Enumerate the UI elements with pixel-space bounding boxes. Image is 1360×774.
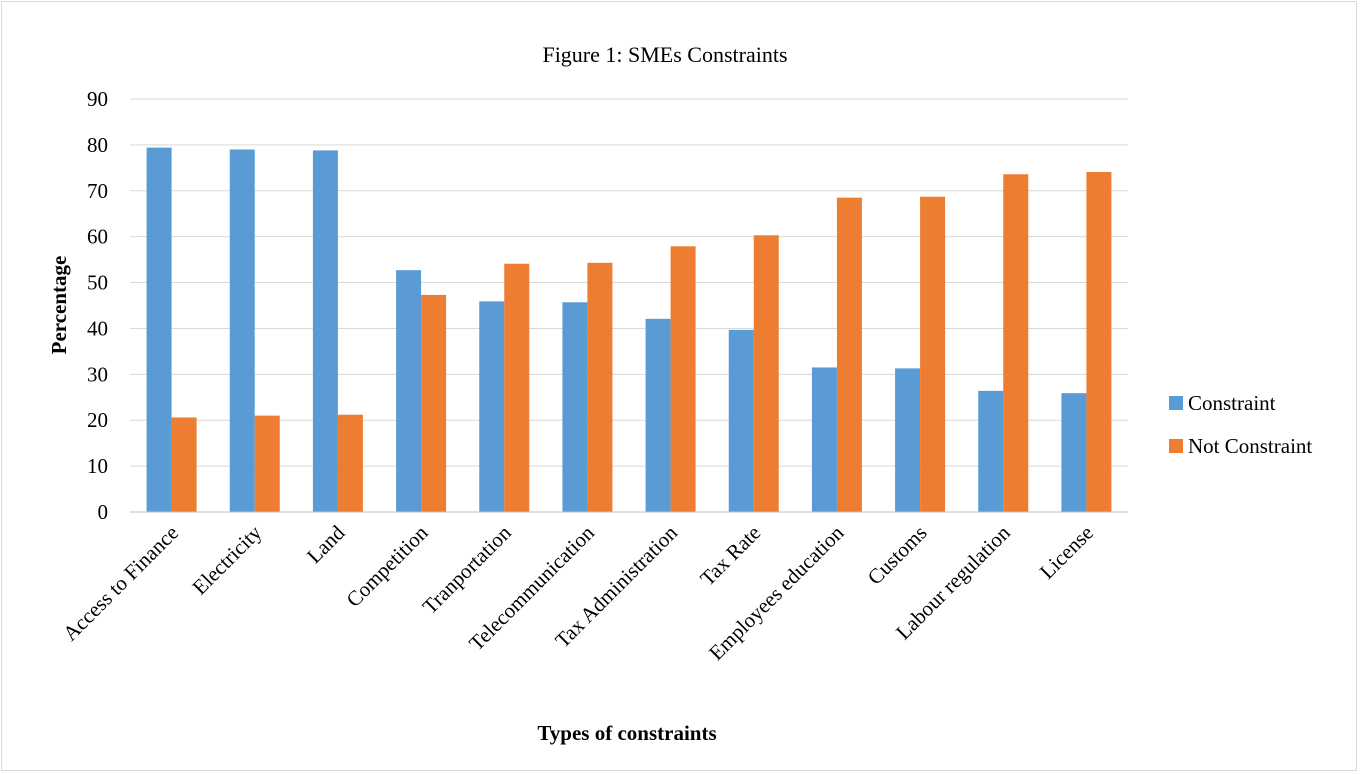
bar-not-constraint	[337, 414, 363, 512]
y-tick-label: 0	[98, 500, 109, 524]
bar-not-constraint	[421, 294, 447, 512]
bar-constraint	[146, 147, 172, 513]
legend-swatch	[1169, 439, 1183, 453]
bar-not-constraint	[587, 262, 613, 512]
bar-constraint	[1061, 393, 1087, 512]
y-tick-label: 70	[87, 179, 108, 203]
bar-constraint	[562, 302, 588, 512]
bar-not-constraint	[753, 235, 779, 513]
bars	[146, 147, 1112, 513]
bar-constraint	[645, 318, 671, 512]
bar-not-constraint	[920, 196, 946, 512]
bar-constraint	[895, 368, 921, 512]
bar-not-constraint	[836, 197, 862, 512]
bar-not-constraint	[254, 415, 280, 512]
y-tick-label: 50	[87, 271, 108, 295]
bar-not-constraint	[171, 417, 197, 512]
bar-constraint	[479, 301, 505, 512]
bar-constraint	[229, 149, 255, 512]
y-tick-label: 80	[87, 133, 108, 157]
y-tick-label: 20	[87, 408, 108, 432]
bar-not-constraint	[1086, 171, 1112, 513]
x-tick-label: Land	[302, 520, 350, 568]
x-tick-label: Tax Rate	[695, 521, 765, 591]
bar-constraint	[728, 329, 754, 512]
bar-not-constraint	[504, 263, 530, 512]
x-tick-label: Electricity	[187, 520, 266, 599]
legend-label: Constraint	[1188, 391, 1276, 415]
x-tick-label: Customs	[863, 521, 932, 590]
gridlines	[130, 98, 1128, 467]
x-axis-label: Types of constraints	[537, 721, 716, 745]
x-axis-ticks: Access to Finance Electricity LandCompetit…	[58, 520, 1098, 665]
y-tick-label: 40	[87, 316, 108, 340]
y-axis-label: Percentage	[47, 256, 71, 355]
y-tick-label: 60	[87, 225, 108, 249]
y-axis-ticks: 0 10 20 30 40 50 60 70 80 90	[87, 87, 108, 524]
legend: Constraint Not Constraint	[1169, 391, 1312, 458]
y-tick-label: 30	[87, 362, 108, 386]
x-tick-label: Competition	[341, 520, 433, 612]
bar-not-constraint	[1003, 174, 1029, 512]
y-tick-label: 10	[87, 454, 108, 478]
bar-constraint	[811, 367, 837, 512]
x-tick-label: License	[1035, 521, 1098, 584]
legend-label: Not Constraint	[1188, 434, 1312, 458]
legend-swatch	[1169, 396, 1183, 410]
x-tick-label: Access to Finance	[58, 521, 183, 646]
bar-constraint	[396, 270, 422, 512]
bar-constraint	[312, 150, 338, 512]
y-tick-label: 90	[87, 87, 108, 111]
bar-constraint	[978, 390, 1004, 512]
bar-not-constraint	[670, 246, 696, 512]
chart-title: Figure 1: SMEs Constraints	[542, 42, 787, 67]
